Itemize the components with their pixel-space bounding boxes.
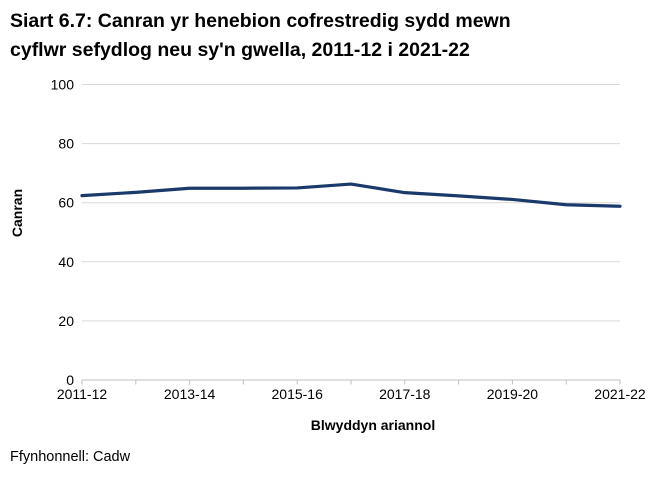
data-line	[80, 182, 622, 208]
x-tick-label: 2013-14	[164, 386, 216, 402]
chart-title-line-2: cyflwr sefydlog neu sy'n gwella, 2011-12…	[10, 39, 470, 61]
y-tick-label: 80	[58, 136, 74, 152]
x-tick-label: 2015-16	[272, 386, 324, 402]
y-tick-label: 0	[66, 372, 74, 388]
x-tick-label: 2011-12	[57, 386, 108, 402]
x-tick-label: 2017-18	[379, 386, 431, 402]
y-tick-label: 60	[58, 195, 74, 211]
y-tick-label: 100	[51, 77, 75, 93]
y-tick-label: 20	[58, 313, 74, 329]
chart-title: Siart 6.7: Canran yr henebion cofrestred…	[10, 7, 650, 65]
y-axis-title: Canran	[9, 189, 25, 237]
x-axis-title: Blwyddyn ariannol	[311, 417, 435, 433]
chart-title-line-1: Siart 6.7: Canran yr henebion cofrestred…	[10, 10, 511, 32]
source-note: Ffynhonnell: Cadw	[10, 449, 131, 465]
x-tick-label: 2021-22	[594, 386, 646, 402]
y-tick-label: 40	[58, 254, 74, 270]
x-tick-label: 2019-20	[487, 386, 539, 402]
